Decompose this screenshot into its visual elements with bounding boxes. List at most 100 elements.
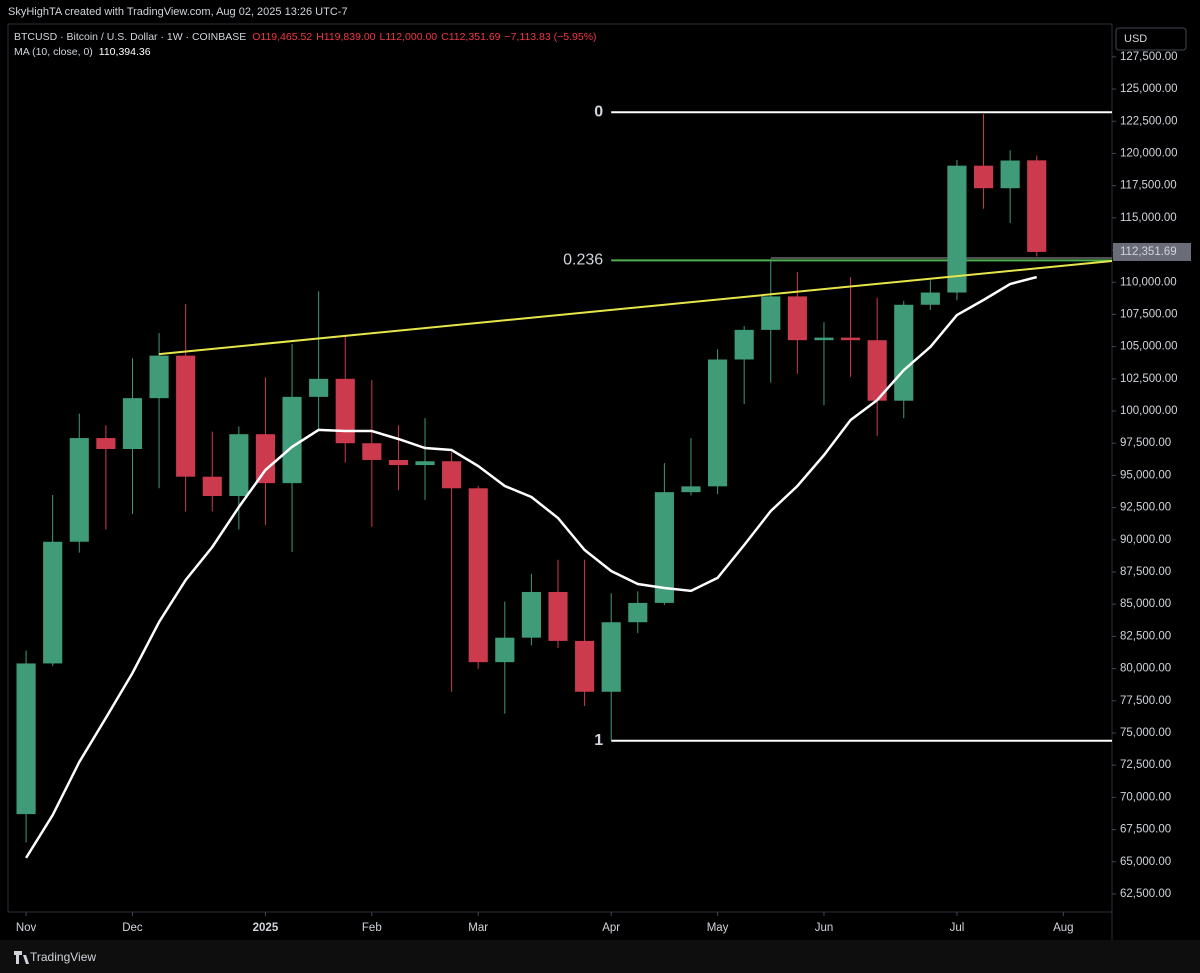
candle-body: [442, 461, 462, 489]
ma-name: MA (10, close, 0): [14, 46, 93, 58]
candle-body: [362, 443, 382, 460]
candle-body: [176, 355, 196, 477]
y-tick-label: 62,500.00: [1120, 888, 1171, 900]
x-tick-label: May: [707, 922, 729, 934]
ohlc-change: −7,113.83 (−5.95%): [505, 31, 597, 43]
fib-label: 1: [594, 732, 603, 749]
brand-logo: [14, 951, 29, 964]
x-tick-label: Mar: [468, 922, 488, 934]
candle-body: [973, 165, 994, 189]
candle-body: [16, 663, 36, 815]
y-tick-label: 115,000.00: [1120, 212, 1177, 224]
y-tick-label: 92,500.00: [1120, 502, 1171, 514]
candle-body: [601, 622, 621, 692]
y-tick-label: 95,000.00: [1120, 469, 1171, 481]
y-tick-label: 87,500.00: [1120, 566, 1171, 578]
ohlc-open: O119,465.52: [252, 31, 312, 43]
candle-body: [149, 355, 169, 399]
y-tick-label: 72,500.00: [1120, 759, 1171, 771]
x-tick-label: 2025: [253, 922, 279, 934]
candle-body: [575, 640, 595, 692]
y-tick-label: 105,000.00: [1120, 341, 1178, 353]
y-tick-label: 100,000.00: [1120, 405, 1178, 417]
candle-body: [814, 337, 834, 341]
candle-body: [255, 434, 276, 484]
y-tick-label: 77,500.00: [1120, 695, 1171, 707]
candle-body: [681, 486, 701, 493]
candle-body: [521, 591, 541, 638]
x-tick-label: Nov: [16, 922, 37, 934]
candle-body: [495, 637, 515, 663]
x-tick-label: Dec: [122, 922, 143, 934]
candle-body: [202, 476, 222, 497]
candle-body: [920, 292, 940, 305]
y-tick-label: 67,500.00: [1120, 824, 1171, 836]
candle-body: [1027, 160, 1047, 252]
y-tick-label: 107,500.00: [1120, 308, 1178, 320]
candle-body: [894, 304, 914, 401]
y-tick-label: 65,000.00: [1120, 856, 1171, 868]
y-tick-label: 125,000.00: [1120, 83, 1178, 95]
y-tick-label: 127,500.00: [1120, 51, 1178, 63]
x-tick-label: Apr: [602, 922, 620, 934]
trendline: [158, 259, 1113, 356]
candle-body: [787, 296, 807, 341]
candle-body: [761, 296, 781, 330]
candle-body: [708, 359, 728, 487]
last-price-label: 112,351.69: [1120, 246, 1177, 258]
candle-body: [734, 329, 754, 360]
candle-body: [122, 398, 143, 450]
fib-label: 0.236: [563, 252, 603, 269]
ma-value: 110,394.36: [99, 46, 151, 58]
ohlc-high: H119,839.00: [316, 31, 376, 43]
candle-body: [548, 591, 568, 641]
x-tick-label: Jul: [950, 922, 965, 934]
footer-bar: [0, 940, 1200, 973]
currency-label[interactable]: USD: [1124, 33, 1147, 45]
candle-body: [69, 438, 89, 542]
y-tick-label: 102,500.00: [1120, 373, 1178, 385]
brand: TradingView: [30, 950, 96, 964]
watermark: SkyHighTA created with TradingView.com, …: [8, 6, 348, 18]
candle-body: [309, 378, 329, 397]
y-tick-label: 110,000.00: [1120, 276, 1177, 288]
symbol: BTCUSD · Bitcoin / U.S. Dollar · 1W · CO…: [14, 31, 246, 43]
candle-body: [840, 337, 861, 341]
y-tick-label: 70,000.00: [1120, 791, 1171, 803]
x-tick-label: Feb: [362, 922, 382, 934]
fib-label: 0: [594, 103, 603, 120]
x-tick-label: Jun: [815, 922, 834, 934]
candle-body: [947, 165, 967, 293]
candle-body: [867, 340, 887, 401]
legend-ma: MA (10, close, 0) 110,394.36: [14, 46, 151, 58]
y-tick-label: 75,000.00: [1120, 727, 1171, 739]
y-tick-label: 85,000.00: [1120, 598, 1171, 610]
candle-body: [43, 541, 63, 664]
candle-body: [96, 438, 116, 450]
candle-body: [229, 434, 249, 497]
y-tick-label: 120,000.00: [1120, 147, 1178, 159]
legend-main: BTCUSD · Bitcoin / U.S. Dollar · 1W · CO…: [14, 31, 597, 43]
y-tick-label: 80,000.00: [1120, 663, 1171, 675]
y-tick-label: 90,000.00: [1120, 534, 1171, 546]
candle-body: [628, 602, 648, 623]
y-tick-label: 122,500.00: [1120, 115, 1178, 127]
candle-body: [335, 378, 355, 444]
ma-line: [25, 275, 1038, 859]
last-price-tag: [1113, 242, 1191, 261]
candle-body: [468, 488, 488, 663]
y-tick-label: 97,500.00: [1120, 437, 1171, 449]
x-tick-label: Aug: [1053, 922, 1073, 934]
currency-button[interactable]: [1115, 27, 1187, 51]
candle-body: [415, 461, 435, 466]
candle-body: [282, 396, 302, 484]
candle-body: [388, 459, 409, 466]
y-tick-label: 117,500.00: [1120, 180, 1177, 192]
ohlc-low: L112,000.00: [380, 31, 438, 43]
ohlc-close: C112,351.69: [441, 31, 501, 43]
candle-body: [1000, 160, 1020, 189]
candle-body: [654, 492, 674, 603]
y-tick-label: 82,500.00: [1120, 630, 1171, 642]
